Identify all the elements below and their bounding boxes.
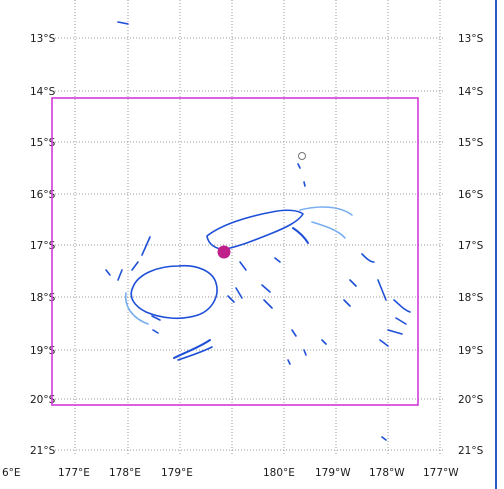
lat-label: 19°S xyxy=(30,345,56,357)
island-lau-c xyxy=(387,299,411,335)
location-marker[interactable] xyxy=(217,245,231,259)
lat-label: 21°S xyxy=(458,445,484,457)
island-taveuni xyxy=(292,227,309,244)
island-lau-d xyxy=(343,279,357,307)
lat-label: 16°S xyxy=(30,189,56,201)
lat-label: 19°S xyxy=(458,345,484,357)
islet-central-a xyxy=(227,261,247,303)
lat-label: 20°S xyxy=(458,394,484,406)
lat-label: 21°S xyxy=(30,445,56,457)
lat-label: 18°S xyxy=(30,292,56,304)
lat-label: 14°S xyxy=(458,86,484,98)
island-lau-e xyxy=(379,339,389,347)
island-kadavu xyxy=(173,339,211,359)
lat-label: 15°S xyxy=(30,137,56,149)
islet-rotuma-reef xyxy=(297,163,306,187)
island-lau-a xyxy=(361,253,375,263)
lon-label: 178°E xyxy=(109,467,141,479)
lat-label: 13°S xyxy=(458,33,484,45)
lat-label: 16°S xyxy=(458,189,484,201)
islet-south-small xyxy=(287,359,291,365)
lat-label: 20°S xyxy=(30,394,56,406)
graticule xyxy=(55,0,445,455)
lat-labels-left: 13°S 14°S 15°S 16°S 17°S 18°S 19°S 20°S … xyxy=(30,33,56,457)
island-lau-b xyxy=(377,279,387,301)
lon-label: 177°W xyxy=(423,467,459,479)
islet-south-b xyxy=(381,436,387,441)
bounding-box[interactable] xyxy=(51,97,419,406)
reef-northeast xyxy=(299,206,353,239)
islet-central-c xyxy=(291,329,327,356)
island-vanua-levu xyxy=(206,209,304,250)
islet-central-b xyxy=(261,284,273,309)
lat-label: 14°S xyxy=(30,86,56,98)
lon-label: 179°W xyxy=(315,467,351,479)
island-kadavu-b xyxy=(177,346,213,361)
islet-south-a xyxy=(151,315,161,334)
island-yasawa xyxy=(117,236,151,281)
location-marker-hollow[interactable] xyxy=(298,152,306,160)
lat-label: 13°S xyxy=(30,33,56,45)
lon-label: 180°E xyxy=(263,467,295,479)
lon-labels: 6°E 177°E 178°E 179°E 180°E 179°W 178°W … xyxy=(2,467,459,479)
island-viti-levu xyxy=(130,264,218,320)
lat-label: 18°S xyxy=(458,292,484,304)
lon-label: 177°E xyxy=(58,467,90,479)
lat-label: 15°S xyxy=(458,137,484,149)
lon-label: 178°W xyxy=(369,467,405,479)
islet-west xyxy=(105,269,111,276)
lat-label: 17°S xyxy=(458,240,484,252)
lon-label: 179°E xyxy=(161,467,193,479)
markers xyxy=(217,152,306,259)
islet-central-d xyxy=(274,257,281,263)
lat-labels-right: 13°S 14°S 15°S 16°S 17°S 18°S 19°S 20°S … xyxy=(458,33,484,457)
coastlines xyxy=(105,21,411,441)
island-viti-levu-reef xyxy=(124,292,149,325)
islet-north xyxy=(117,21,129,25)
lon-label: 6°E xyxy=(2,467,21,479)
lat-label: 17°S xyxy=(30,240,56,252)
